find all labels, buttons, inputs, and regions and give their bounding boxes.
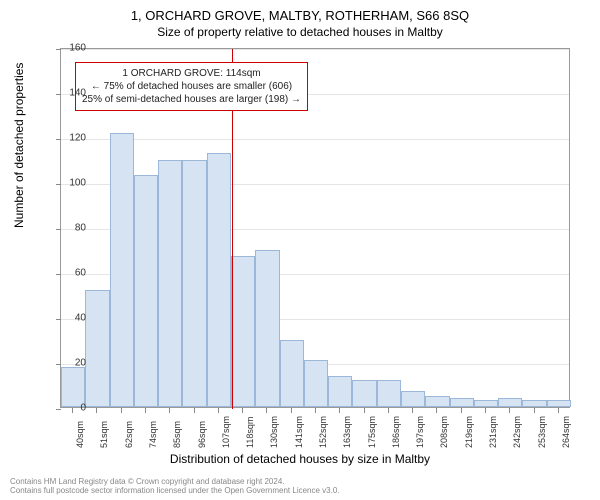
chart-title: 1, ORCHARD GROVE, MALTBY, ROTHERHAM, S66…	[0, 0, 600, 23]
xtick-mark	[218, 408, 219, 413]
xtick-label: 74sqm	[148, 421, 158, 448]
ytick-label: 140	[69, 88, 86, 99]
xtick-mark	[485, 408, 486, 413]
copyright-line1: Contains HM Land Registry data © Crown c…	[10, 477, 340, 487]
ytick-mark	[56, 229, 61, 230]
annotation-line3: 25% of semi-detached houses are larger (…	[82, 93, 301, 106]
xtick-label: 219sqm	[464, 416, 474, 448]
histogram-bar	[304, 360, 328, 407]
histogram-bar	[231, 256, 255, 407]
xtick-label: 175sqm	[367, 416, 377, 448]
ytick-mark	[56, 94, 61, 95]
histogram-bar	[255, 250, 279, 408]
xtick-label: 85sqm	[172, 421, 182, 448]
histogram-bar	[450, 398, 474, 407]
histogram-bar	[522, 400, 546, 407]
xtick-mark	[145, 408, 146, 413]
marker-annotation: 1 ORCHARD GROVE: 114sqm ← 75% of detache…	[75, 62, 308, 111]
gridline	[61, 49, 569, 50]
ytick-label: 120	[69, 133, 86, 144]
xtick-mark	[242, 408, 243, 413]
xtick-label: 152sqm	[318, 416, 328, 448]
histogram-bar	[352, 380, 376, 407]
xtick-mark	[121, 408, 122, 413]
xtick-mark	[509, 408, 510, 413]
xtick-mark	[291, 408, 292, 413]
ytick-label: 80	[75, 223, 86, 234]
xtick-mark	[412, 408, 413, 413]
ytick-label: 0	[80, 403, 86, 414]
xtick-mark	[194, 408, 195, 413]
xtick-label: 40sqm	[75, 421, 85, 448]
xtick-label: 107sqm	[221, 416, 231, 448]
histogram-bar	[328, 376, 352, 408]
xtick-label: 231sqm	[488, 416, 498, 448]
chart-subtitle: Size of property relative to detached ho…	[0, 23, 600, 39]
histogram-bar	[158, 160, 182, 408]
xtick-mark	[388, 408, 389, 413]
histogram-bar	[547, 400, 571, 407]
histogram-bar	[61, 367, 85, 408]
xtick-mark	[315, 408, 316, 413]
xtick-label: 264sqm	[561, 416, 571, 448]
xtick-label: 96sqm	[197, 421, 207, 448]
xtick-label: 141sqm	[294, 416, 304, 448]
histogram-bar	[377, 380, 401, 407]
histogram-bar	[134, 175, 158, 407]
histogram-bar	[401, 391, 425, 407]
xtick-label: 51sqm	[99, 421, 109, 448]
xtick-label: 163sqm	[342, 416, 352, 448]
xtick-mark	[266, 408, 267, 413]
ytick-mark	[56, 139, 61, 140]
ytick-mark	[56, 184, 61, 185]
xtick-mark	[558, 408, 559, 413]
histogram-bar	[207, 153, 231, 407]
gridline	[61, 139, 569, 140]
xtick-mark	[364, 408, 365, 413]
xtick-mark	[436, 408, 437, 413]
annotation-line1: 1 ORCHARD GROVE: 114sqm	[82, 67, 301, 80]
xtick-label: 208sqm	[439, 416, 449, 448]
xtick-label: 186sqm	[391, 416, 401, 448]
histogram-bar	[182, 160, 206, 408]
copyright-line2: Contains full postcode sector informatio…	[10, 486, 340, 496]
histogram-bar	[498, 398, 522, 407]
ytick-mark	[56, 364, 61, 365]
ytick-mark	[56, 319, 61, 320]
ytick-mark	[56, 49, 61, 50]
xtick-mark	[339, 408, 340, 413]
xtick-label: 242sqm	[512, 416, 522, 448]
xtick-label: 118sqm	[245, 417, 255, 448]
histogram-bar	[85, 290, 109, 407]
annotation-line2: ← 75% of detached houses are smaller (60…	[82, 80, 301, 93]
ytick-label: 40	[75, 313, 86, 324]
xtick-mark	[461, 408, 462, 413]
ytick-label: 20	[75, 358, 86, 369]
xtick-mark	[169, 408, 170, 413]
chart-container: 1, ORCHARD GROVE, MALTBY, ROTHERHAM, S66…	[0, 0, 600, 500]
histogram-bar	[110, 133, 134, 408]
xtick-label: 197sqm	[415, 416, 425, 448]
ytick-label: 100	[69, 178, 86, 189]
histogram-bar	[280, 340, 304, 408]
xtick-mark	[96, 408, 97, 413]
x-axis-label: Distribution of detached houses by size …	[0, 452, 600, 466]
xtick-mark	[72, 408, 73, 413]
xtick-label: 62sqm	[124, 421, 134, 448]
ytick-label: 60	[75, 268, 86, 279]
xtick-mark	[534, 408, 535, 413]
histogram-bar	[425, 396, 449, 407]
xtick-label: 130sqm	[269, 416, 279, 448]
histogram-bar	[474, 400, 498, 407]
ytick-mark	[56, 409, 61, 410]
xtick-label: 253sqm	[537, 416, 547, 448]
y-axis-label: Number of detached properties	[12, 63, 26, 228]
ytick-label: 160	[69, 43, 86, 54]
copyright-text: Contains HM Land Registry data © Crown c…	[10, 477, 340, 496]
ytick-mark	[56, 274, 61, 275]
